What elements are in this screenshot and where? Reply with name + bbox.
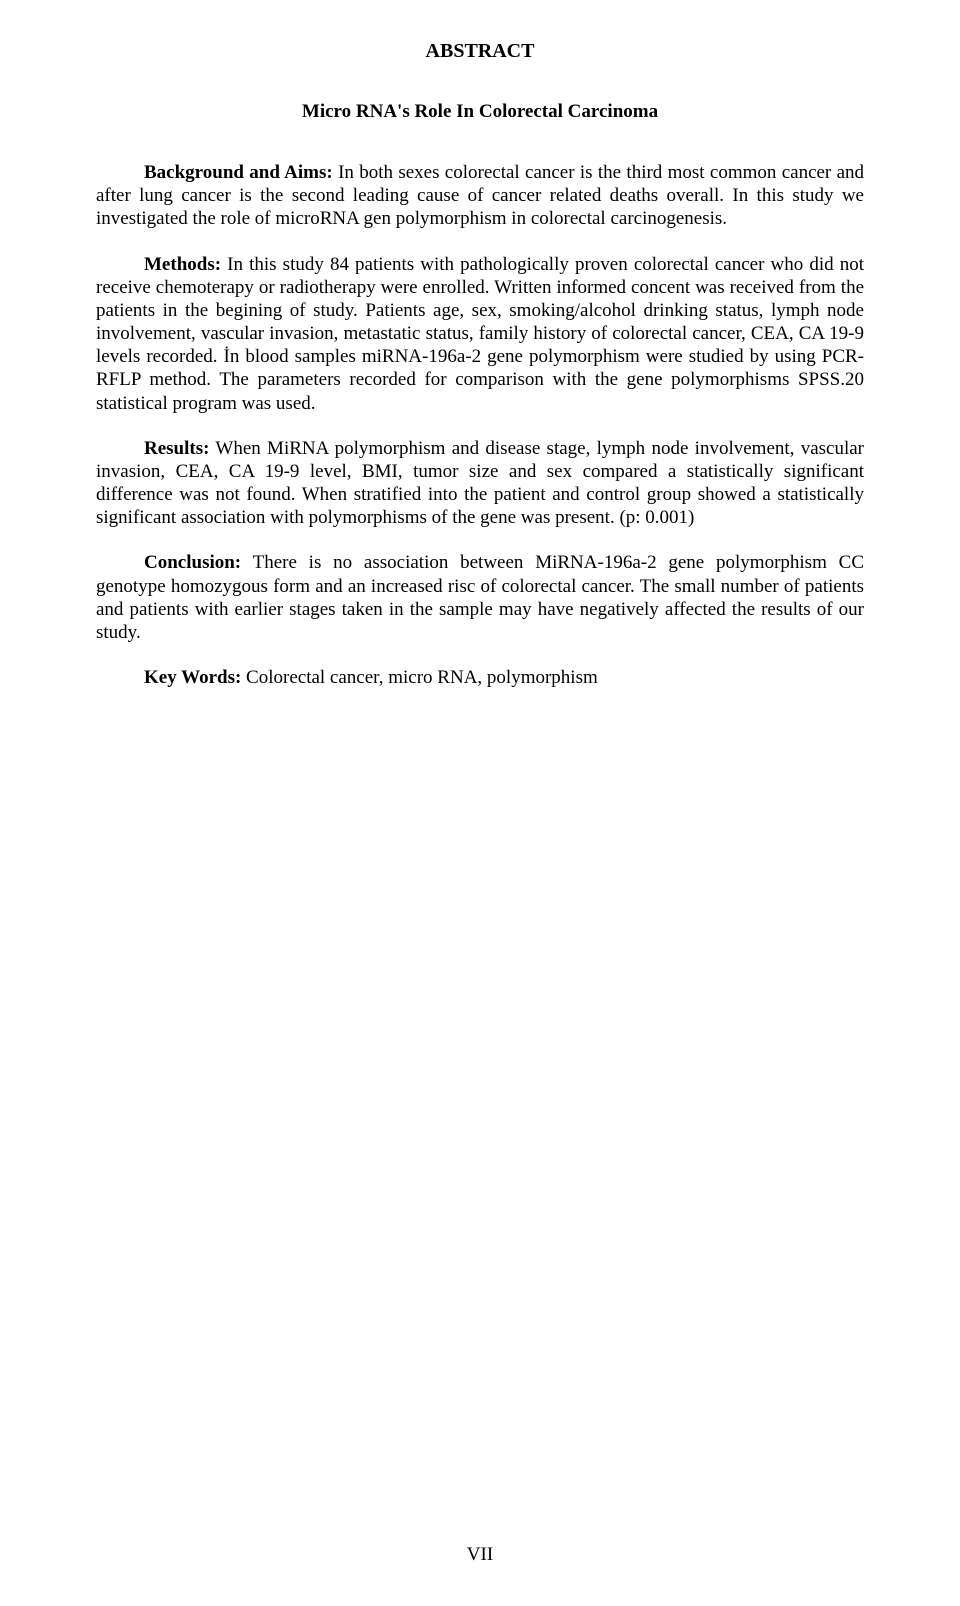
keywords-heading: Key Words: — [144, 667, 241, 688]
methods-heading: Methods: — [144, 254, 221, 275]
keywords-paragraph: Key Words: Colorectal cancer, micro RNA,… — [96, 666, 864, 689]
keywords-text: Colorectal cancer, micro RNA, polymorphi… — [246, 667, 598, 688]
paper-subtitle: Micro RNA's Role In Colorectal Carcinoma — [96, 101, 864, 123]
conclusion-paragraph: Conclusion: There is no association betw… — [96, 551, 864, 644]
conclusion-heading: Conclusion: — [144, 552, 241, 573]
results-text: When MiRNA polymorphism and disease stag… — [96, 438, 864, 529]
background-heading: Background and Aims: — [144, 162, 333, 183]
methods-text: In this study 84 patients with pathologi… — [96, 254, 864, 414]
background-paragraph: Background and Aims: In both sexes color… — [96, 161, 864, 231]
page-number: VII — [0, 1544, 960, 1566]
results-paragraph: Results: When MiRNA polymorphism and dis… — [96, 437, 864, 530]
methods-paragraph: Methods: In this study 84 patients with … — [96, 253, 864, 415]
abstract-heading: ABSTRACT — [96, 40, 864, 63]
results-heading: Results: — [144, 438, 209, 459]
